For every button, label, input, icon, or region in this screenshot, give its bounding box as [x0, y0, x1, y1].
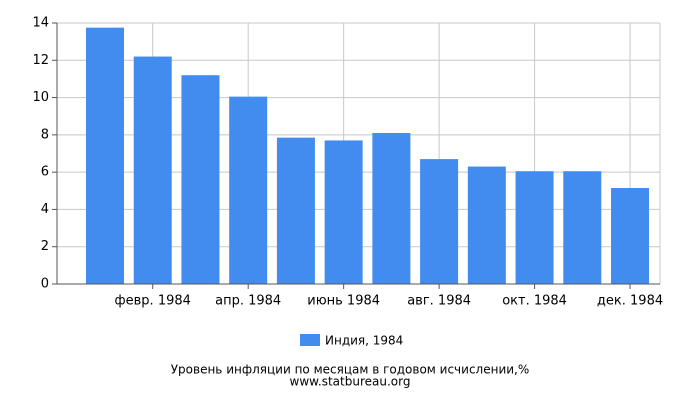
legend-swatch	[300, 334, 320, 346]
y-tick-label: 0	[41, 277, 49, 292]
bar	[372, 132, 411, 284]
bar	[467, 166, 506, 284]
bar	[611, 187, 650, 284]
y-tick-label: 8	[41, 127, 49, 142]
x-tick-label: июнь 1984	[307, 294, 380, 309]
chart-title: Уровень инфляции по месяцам в годовом ис…	[171, 363, 530, 377]
source: www.statbureau.org	[290, 375, 411, 389]
bar	[133, 56, 172, 284]
y-tick-label: 12	[32, 53, 49, 68]
bar	[324, 140, 363, 284]
bar	[420, 159, 459, 284]
bar	[276, 137, 315, 284]
y-tick-label: 14	[32, 16, 49, 31]
bar	[181, 75, 220, 284]
x-tick-label: авг. 1984	[407, 294, 471, 309]
y-tick-label: 2	[41, 239, 49, 254]
bar	[563, 171, 602, 284]
bar	[86, 27, 124, 285]
legend-label: Индия, 1984	[325, 334, 403, 348]
x-tick-label: февр. 1984	[115, 294, 191, 309]
x-tick-label: дек. 1984	[597, 294, 663, 309]
bar	[229, 96, 268, 284]
bar	[515, 171, 554, 284]
x-tick-label: окт. 1984	[502, 294, 567, 309]
y-tick-label: 10	[32, 90, 49, 105]
y-tick-label: 6	[41, 165, 49, 180]
y-tick-label: 4	[41, 202, 49, 217]
x-tick-label: апр. 1984	[215, 294, 281, 309]
